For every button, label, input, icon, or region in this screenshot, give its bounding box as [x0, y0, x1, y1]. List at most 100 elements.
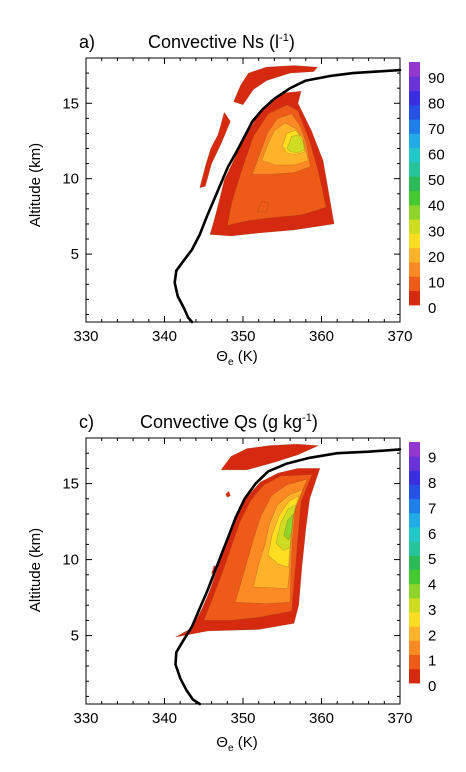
x-tick-label: 340: [152, 710, 177, 727]
colorbar-tick-label: 3: [428, 602, 436, 619]
contour-region-8: [256, 200, 270, 213]
x-axis-label-symbol: Θ: [216, 734, 228, 751]
chart-title: Convective Ns (l-1): [148, 32, 295, 52]
contour-region-7: [286, 134, 305, 154]
theta-e-profile-line: [173, 68, 402, 324]
y-tick-label: 5: [71, 246, 79, 263]
colorbar-segment: [409, 640, 420, 656]
colorbar-segment: [409, 484, 420, 500]
colorbar-tick-label: 20: [428, 249, 445, 266]
colorbar-segment: [409, 498, 420, 514]
colorbar-tick-label: 4: [428, 577, 436, 594]
panel-label: c): [79, 412, 94, 432]
colorbar-segment: [409, 276, 420, 292]
colorbar-segment: [409, 654, 420, 670]
chart-title: Convective Qs (g kg-1): [140, 412, 318, 432]
chart-title-end: ): [289, 32, 295, 52]
chart-title-main: Convective Qs (g kg: [140, 412, 302, 432]
contour-region-9: [225, 490, 231, 498]
colorbar-tick-label: 1: [428, 653, 436, 670]
colorbar-tick-label: 2: [428, 627, 436, 644]
colorbar-segment: [409, 90, 420, 106]
colorbar-segment: [409, 119, 420, 134]
colorbar-segment: [409, 470, 420, 485]
colorbar-segment: [409, 612, 420, 627]
colorbar-segment: [409, 583, 420, 599]
colorbar-tick-label: 9: [428, 450, 436, 467]
x-tick-label: 340: [152, 328, 177, 345]
colorbar-segment: [409, 512, 420, 528]
x-axis-label: Θe (K): [216, 734, 257, 754]
x-tick-label: 360: [309, 328, 334, 345]
colorbar-tick-label: 30: [428, 223, 445, 240]
colorbar-segment: [409, 597, 420, 613]
colorbar-segment: [409, 569, 420, 585]
y-tick-label: 10: [62, 171, 79, 188]
colorbar-segment: [409, 668, 420, 684]
contour-region-2: [199, 111, 231, 189]
colorbar-tick-label: 90: [428, 70, 445, 87]
y-tick-label: 15: [62, 95, 79, 112]
colorbar-segment: [409, 247, 420, 263]
colorbar-segment: [409, 176, 420, 192]
colorbar: 0 10 20 30 40 50 60 70 80 90: [409, 62, 445, 317]
x-axis-label-symbol: Θ: [216, 348, 228, 365]
x-axis-label-unit: (K): [234, 734, 258, 751]
y-tick-label: 5: [71, 628, 79, 645]
x-tick-label: 330: [73, 328, 98, 345]
colorbar-tick-label: 50: [428, 172, 445, 189]
colorbar-segment: [409, 219, 420, 234]
colorbar-tick-label: 0: [428, 678, 436, 695]
colorbar: 0 1 2 3 4 5 6 7 8 9: [409, 442, 436, 695]
contour-region-1: [220, 443, 319, 471]
x-tick-label: 350: [230, 328, 255, 345]
plot-area: 330 340 350 360 370 5 10 15: [62, 57, 413, 345]
colorbar-segment: [409, 133, 420, 149]
x-tick-label: 330: [73, 710, 98, 727]
colorbar-tick-label: 70: [428, 121, 445, 138]
x-tick-label: 370: [387, 710, 412, 727]
chart-title-sup: -1: [302, 412, 312, 424]
colorbar-segment: [409, 290, 420, 306]
colorbar-segment: [409, 162, 420, 177]
colorbar-tick-label: 60: [428, 147, 445, 164]
x-axis-label: Θe (K): [216, 348, 257, 368]
y-axis-label: Altitude (km): [27, 528, 44, 612]
colorbar-segment: [409, 626, 420, 641]
x-tick-label: 370: [387, 328, 412, 345]
colorbar-tick-label: 7: [428, 500, 436, 517]
colorbar-segment: [409, 527, 420, 542]
x-axis-label-unit: (K): [234, 348, 258, 365]
panel-label: a): [79, 32, 95, 52]
colorbar-tick-label: 6: [428, 526, 436, 543]
colorbar-segment: [409, 233, 420, 249]
panel-a: a) Convective Ns (l-1) 330 340 350 360 370 5 1…: [27, 32, 445, 368]
contour-region-1: [233, 65, 319, 106]
x-tick-label: 350: [230, 710, 255, 727]
colorbar-segment: [409, 104, 420, 120]
colorbar-tick-label: 5: [428, 551, 436, 568]
theta-e-profile-line: [174, 448, 402, 706]
y-tick-label: 10: [62, 552, 79, 569]
colorbar-segment: [409, 147, 420, 163]
x-axis-label-sub: e: [228, 357, 234, 368]
colorbar-tick-label: 40: [428, 198, 445, 215]
colorbar-segment: [409, 204, 420, 220]
colorbar-tick-label: 8: [428, 475, 436, 492]
colorbar-segment: [409, 262, 420, 277]
y-axis-label: Altitude (km): [27, 143, 44, 227]
plot-area: 330 340 350 360 370 5 10 15: [62, 437, 413, 727]
colorbar-segment: [409, 442, 420, 457]
contour-region-7: [283, 513, 294, 541]
chart-title-sup: -1: [279, 32, 289, 44]
colorbar-segment: [409, 555, 420, 570]
chart-title-main: Convective Ns (l: [148, 32, 279, 52]
panel-c: c) Convective Qs (g kg-1) 330 340 350 3 6 0 37…: [27, 412, 436, 754]
colorbar-tick-label: 0: [428, 300, 436, 317]
colorbar-segment: [409, 76, 420, 91]
chart-title-end: ): [312, 412, 318, 432]
y-tick-label: 15: [62, 476, 79, 493]
colorbar-tick-label: 80: [428, 95, 445, 112]
x-axis-label-sub: e: [228, 743, 234, 754]
